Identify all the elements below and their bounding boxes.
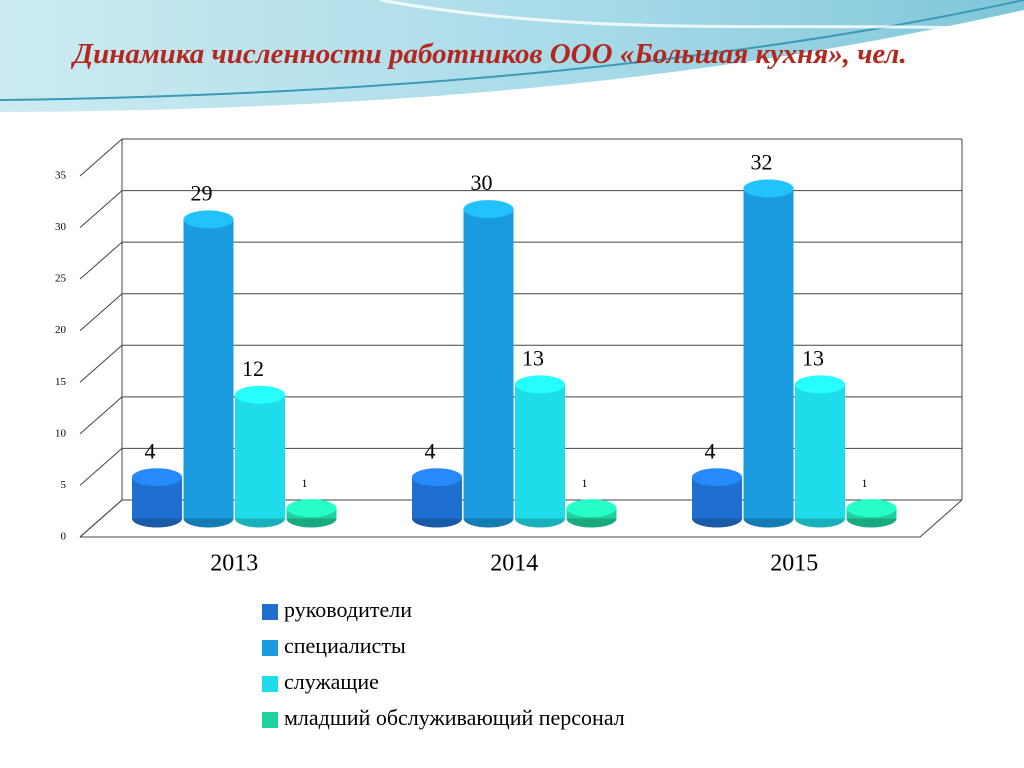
y-tick-label: 30	[55, 221, 67, 233]
side-grid-line	[79, 448, 123, 486]
value-label: 4	[145, 438, 156, 463]
y-tick-label: 10	[55, 427, 67, 439]
bar-top	[412, 468, 462, 487]
bar-top	[846, 499, 897, 518]
y-tick-label: 25	[55, 273, 67, 285]
x-tick-label: 2014	[490, 551, 538, 577]
back-wall	[121, 139, 963, 500]
value-label: 1	[302, 476, 308, 490]
side-grid-line	[79, 499, 123, 538]
side-grid-line	[79, 138, 123, 177]
value-label: 4	[705, 438, 716, 463]
value-label: 4	[425, 438, 436, 463]
bar-top	[743, 179, 794, 198]
bar-top	[183, 210, 234, 229]
bar-top	[286, 499, 337, 518]
bar-top	[132, 468, 182, 487]
side-grid-line	[79, 293, 123, 332]
bar	[795, 384, 845, 519]
value-label: 29	[191, 180, 213, 205]
y-tick-label: 15	[55, 376, 67, 388]
bar-top	[515, 375, 565, 394]
value-label: 1	[862, 476, 868, 490]
legend-swatch	[262, 676, 278, 692]
bar	[743, 188, 794, 519]
legend-swatch	[262, 640, 278, 656]
value-label: 30	[471, 170, 493, 195]
wave-line	[0, 0, 1024, 101]
chart-title: Динамика численности работников ООО «Бол…	[73, 38, 907, 70]
bar-top	[463, 200, 514, 219]
x-tick-label: 2015	[770, 551, 818, 577]
legend-label: руководители	[284, 597, 412, 622]
bar-top	[235, 385, 285, 404]
y-tick-label: 5	[61, 479, 67, 491]
value-label: 13	[802, 345, 824, 370]
y-tick-label: 35	[55, 170, 67, 182]
bar-top	[795, 375, 845, 394]
y-tick-label: 20	[55, 324, 67, 336]
bar	[235, 394, 285, 519]
legend-label: служащие	[284, 669, 379, 694]
legend-label: младший обслуживающий персонал	[284, 705, 625, 730]
side-grid-line	[79, 241, 123, 280]
legend-swatch	[262, 712, 278, 728]
wave-line	[379, 0, 1024, 32]
y-tick-label: 0	[61, 531, 67, 543]
legend-label: специалисты	[284, 633, 406, 658]
legend-swatch	[262, 604, 278, 620]
bar-top	[692, 468, 742, 487]
side-grid-line	[79, 396, 123, 435]
bar	[183, 219, 234, 519]
value-label: 12	[242, 356, 264, 381]
bar	[515, 384, 565, 519]
x-tick-label: 2013	[210, 551, 258, 577]
bar-top	[566, 499, 617, 518]
side-grid-line	[79, 190, 123, 228]
value-label: 1	[582, 476, 588, 490]
value-label: 13	[522, 345, 544, 370]
side-grid-line	[79, 344, 123, 383]
value-label: 32	[751, 149, 773, 174]
bar	[463, 209, 514, 519]
